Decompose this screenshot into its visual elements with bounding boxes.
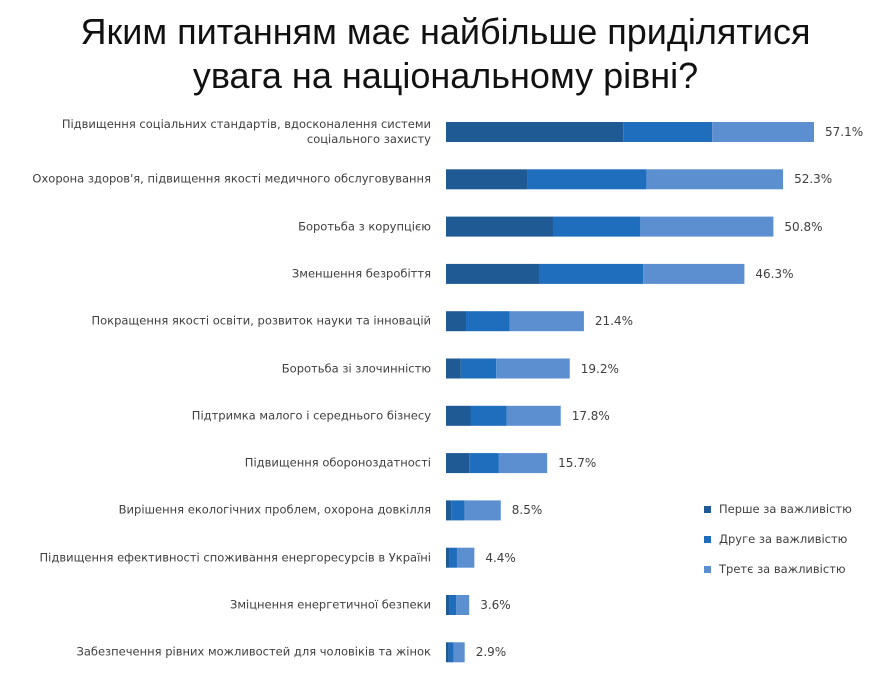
category-label: Підвищення ефективності споживання енерг…	[39, 550, 431, 565]
category-label: Охорона здоров'я, підвищення якості меди…	[32, 171, 431, 186]
legend-swatch-first	[704, 505, 711, 513]
bar-segment-second	[469, 453, 499, 474]
total-value-label: 8.5%	[511, 503, 543, 518]
legend-label-first: Перше за важливістю	[719, 502, 852, 516]
bar-segment-second	[448, 642, 454, 663]
category-label: Вирішення екологічних проблем, охорона д…	[118, 502, 431, 517]
bar-segment-second	[552, 216, 640, 237]
bar-segment-second	[470, 405, 507, 426]
legend-item-first: Перше за важливістю	[704, 500, 852, 518]
bar-segment-third	[496, 358, 570, 379]
total-value-label: 57.1%	[825, 125, 864, 139]
bar-segment-second	[539, 263, 644, 284]
bar-segment-first	[446, 595, 450, 615]
bar-segment-third	[453, 642, 465, 663]
total-value-label: 46.3%	[755, 266, 794, 281]
category-label: Підвищення соціальних стандартів, вдоско…	[61, 117, 431, 146]
bar-segment-third	[643, 263, 745, 284]
bar-segment-second	[451, 500, 465, 521]
bar-segment-first	[446, 122, 624, 142]
total-value-label: 19.2%	[580, 361, 619, 376]
bar-segment-third	[712, 122, 814, 142]
legend: Перше за важливістю Друге за важливістю …	[704, 500, 852, 590]
bar-segment-second	[460, 358, 497, 379]
category-label: Зміцнення енергетичної безпеки	[229, 597, 431, 612]
bar-segment-third	[464, 500, 501, 521]
category-label: Боротьба зі злочинністю	[281, 361, 431, 375]
bar-segment-first	[446, 358, 461, 379]
bar-segment-third	[498, 453, 548, 474]
legend-swatch-third	[704, 565, 711, 573]
legend-swatch-second	[704, 535, 711, 543]
bar-segment-third	[639, 216, 774, 237]
chart-title-line-1: Яким питанням має найбільше приділятися	[80, 11, 811, 52]
bar-segment-third	[456, 595, 470, 615]
bar-segment-third	[506, 405, 561, 426]
total-value-label: 2.9%	[475, 645, 507, 660]
legend-item-third: Третє за важливістю	[704, 560, 852, 578]
bar-segment-first	[446, 169, 528, 190]
category-label: Забезпечення рівних можливостей для чоло…	[76, 644, 431, 659]
total-value-label: 50.8%	[784, 219, 823, 234]
total-value-label: 21.4%	[594, 314, 634, 329]
total-value-label: 4.4%	[485, 550, 516, 565]
bar-segment-first	[446, 311, 466, 332]
total-value-label: 52.3%	[794, 172, 833, 187]
bar-segment-first	[446, 216, 553, 237]
bar-segment-first	[446, 263, 540, 284]
legend-label-third: Третє за важливістю	[719, 562, 846, 576]
bar-segment-first	[446, 547, 450, 568]
bar-segment-second	[623, 122, 713, 142]
bar-segment-first	[446, 500, 452, 521]
category-label: Покращення якості освіти, розвиток науки…	[91, 313, 431, 328]
legend-label-second: Друге за важливістю	[719, 532, 848, 546]
bar-segment-second	[449, 547, 457, 568]
category-label: Зменшення безробіття	[291, 266, 431, 281]
bar-segment-third	[456, 547, 475, 568]
bar-segment-first	[446, 642, 449, 663]
chart-title: Яким питанням має найбільше приділятися …	[0, 10, 891, 98]
category-label: Підвищення обороноздатності	[244, 455, 431, 470]
total-value-label: 17.8%	[571, 408, 610, 423]
total-value-label: 15.7%	[558, 456, 597, 471]
bar-segment-second	[465, 311, 510, 332]
category-label: Підтримка малого і середнього бізнесу	[191, 408, 431, 423]
bar-segment-first	[446, 453, 470, 474]
bar-segment-first	[446, 405, 471, 426]
legend-item-second: Друге за важливістю	[704, 530, 852, 548]
bar-segment-third	[509, 311, 584, 332]
bar-segment-third	[646, 169, 784, 190]
category-label: Боротьба з корупцією	[298, 219, 431, 234]
bar-segment-second	[527, 169, 647, 190]
chart-title-line-2: увага на національному рівні?	[192, 55, 699, 96]
bar-segment-second	[449, 595, 457, 615]
total-value-label: 3.6%	[480, 598, 511, 612]
